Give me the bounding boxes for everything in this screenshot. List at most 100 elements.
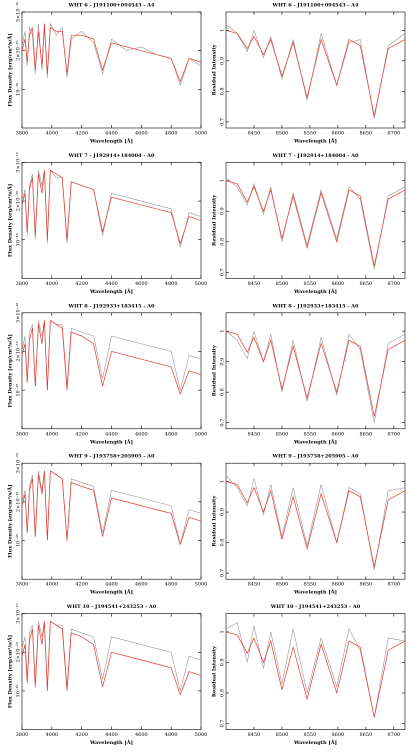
x-tick-label: 8450 [248, 732, 261, 738]
y-tick-label: 0.7 [220, 720, 226, 728]
x-axis-label: Wavelength [Å] [89, 437, 133, 445]
y-tick-label: 0.9 [220, 207, 226, 215]
x-tick-label: 4400 [105, 582, 118, 588]
spectrum-line [21, 319, 202, 396]
chart-title: WHT 10 - J194541+243253 - A0 [66, 604, 157, 610]
chart-title: WHT 8 - J192933+183415 - A0 [271, 303, 359, 309]
x-tick-label: 8500 [276, 131, 289, 137]
x-tick-label: 4400 [105, 431, 118, 437]
x-axis-label: Wavelength [Å] [293, 137, 337, 145]
x-tick-label: 4800 [165, 431, 178, 437]
x-tick-label: 4600 [135, 281, 148, 287]
x-tick-label: 8700 [387, 582, 400, 588]
spectrum-line [225, 631, 406, 718]
plot-frame [21, 462, 202, 580]
x-tick-label: 4000 [45, 131, 58, 137]
plot-frame [21, 11, 202, 129]
x-tick-label: 8500 [276, 281, 289, 287]
chart-title: WHT 10 - J194541+243253 - A0 [270, 604, 361, 610]
x-tick-label: 3800 [16, 431, 29, 437]
y-tick-label: 2×10⁻¹⁵ [16, 40, 22, 60]
chart-title: WHT 7 - J192914+184004 - A0 [271, 153, 359, 159]
spectrum-line [225, 481, 406, 568]
y-tick-label: 1 [220, 29, 226, 32]
x-axis-label: Wavelength [Å] [293, 437, 337, 445]
x-tick-label: 8650 [359, 431, 372, 437]
y-tick-label: 0.9 [220, 57, 226, 65]
y-tick-label: 0.9 [220, 508, 226, 516]
spectrum-line [225, 330, 406, 417]
x-tick-label: 4400 [105, 732, 118, 738]
plot-frame [21, 613, 202, 730]
y-tick-label: 0.7 [220, 419, 226, 427]
x-tick-label: 8650 [359, 281, 372, 287]
plot-frame [225, 162, 406, 279]
x-tick-label: 8700 [387, 732, 400, 738]
y-tick-label: 3×10⁻¹⁵ [16, 453, 22, 473]
x-tick-label: 8450 [248, 431, 261, 437]
y-tick-label: 10⁻¹⁵ [16, 534, 22, 547]
y-tick-label: 10⁻¹⁵ [16, 384, 22, 397]
y-tick-label: 2×10⁻¹⁵ [16, 642, 22, 662]
x-tick-label: 8650 [359, 582, 372, 588]
plot-frame [225, 613, 406, 730]
x-tick-label: 8500 [276, 582, 289, 588]
plot-frame [225, 312, 406, 430]
chart-title: WHT 7 - J192914+184004 - A0 [67, 153, 155, 159]
x-tick-label: 8650 [359, 732, 372, 738]
x-tick-label: 8600 [332, 131, 345, 137]
y-tick-label: 0.9 [220, 358, 226, 366]
y-tick-label: 0.9 [220, 658, 226, 666]
chart-title: WHT 9 - J193758+205905 - A0 [271, 454, 359, 460]
x-tick-label: 3800 [16, 131, 29, 137]
x-tick-label: 4800 [165, 732, 178, 738]
x-axis-label: Wavelength [Å] [89, 137, 133, 145]
x-tick-label: 5000 [195, 131, 208, 137]
x-axis-label: Wavelength [Å] [293, 588, 337, 596]
x-axis-label: Wavelength [Å] [293, 287, 337, 295]
x-tick-label: 4600 [135, 582, 148, 588]
x-axis-label: Wavelength [Å] [89, 287, 133, 295]
x-tick-label: 4800 [165, 582, 178, 588]
x-tick-label: 4600 [135, 131, 148, 137]
x-tick-label: 8550 [304, 431, 317, 437]
x-tick-label: 8600 [332, 431, 345, 437]
plot-frame [21, 312, 202, 430]
spectrum-line [21, 23, 202, 83]
y-axis-label: Residual Intensity [212, 43, 218, 95]
x-tick-label: 4000 [45, 281, 58, 287]
x-tick-label: 8450 [248, 131, 261, 137]
x-tick-label: 8600 [332, 582, 345, 588]
y-tick-label: 0.8 [220, 539, 226, 547]
y-tick-label: 1 [220, 179, 226, 182]
y-tick-label: 1 [220, 630, 226, 633]
spectrum-line [21, 169, 202, 245]
x-tick-label: 4000 [45, 732, 58, 738]
y-tick-label: 0.7 [220, 118, 226, 126]
chart-title: WHT 6 - J191100+094543 - A4 [67, 3, 155, 9]
y-axis-label: Residual Intensity [212, 495, 218, 547]
y-tick-label: 3×10⁻¹⁵ [16, 152, 22, 172]
x-tick-label: 4600 [135, 732, 148, 738]
y-tick-label: 0.8 [220, 689, 226, 697]
plot-frame [225, 11, 406, 129]
x-tick-label: 8550 [304, 732, 317, 738]
x-tick-label: 8450 [248, 582, 261, 588]
x-tick-label: 8650 [359, 131, 372, 137]
y-tick-label: 0.8 [220, 388, 226, 396]
y-tick-label: 3×10⁻¹⁵ [16, 2, 22, 22]
x-tick-label: 8700 [387, 281, 400, 287]
x-tick-label: 4200 [75, 131, 88, 137]
y-tick-label: 0.7 [220, 569, 226, 577]
x-tick-label: 4600 [135, 431, 148, 437]
y-tick-label: 2×10⁻¹⁵ [16, 341, 22, 361]
y-tick-label: 2×10⁻¹⁵ [16, 492, 22, 512]
x-tick-label: 8550 [304, 131, 317, 137]
x-tick-label: 5000 [195, 281, 208, 287]
x-tick-label: 4800 [165, 281, 178, 287]
y-axis-label: Flux Density [erg/cm²/s/Å] [6, 334, 14, 407]
x-tick-label: 5000 [195, 431, 208, 437]
x-tick-label: 8700 [387, 431, 400, 437]
